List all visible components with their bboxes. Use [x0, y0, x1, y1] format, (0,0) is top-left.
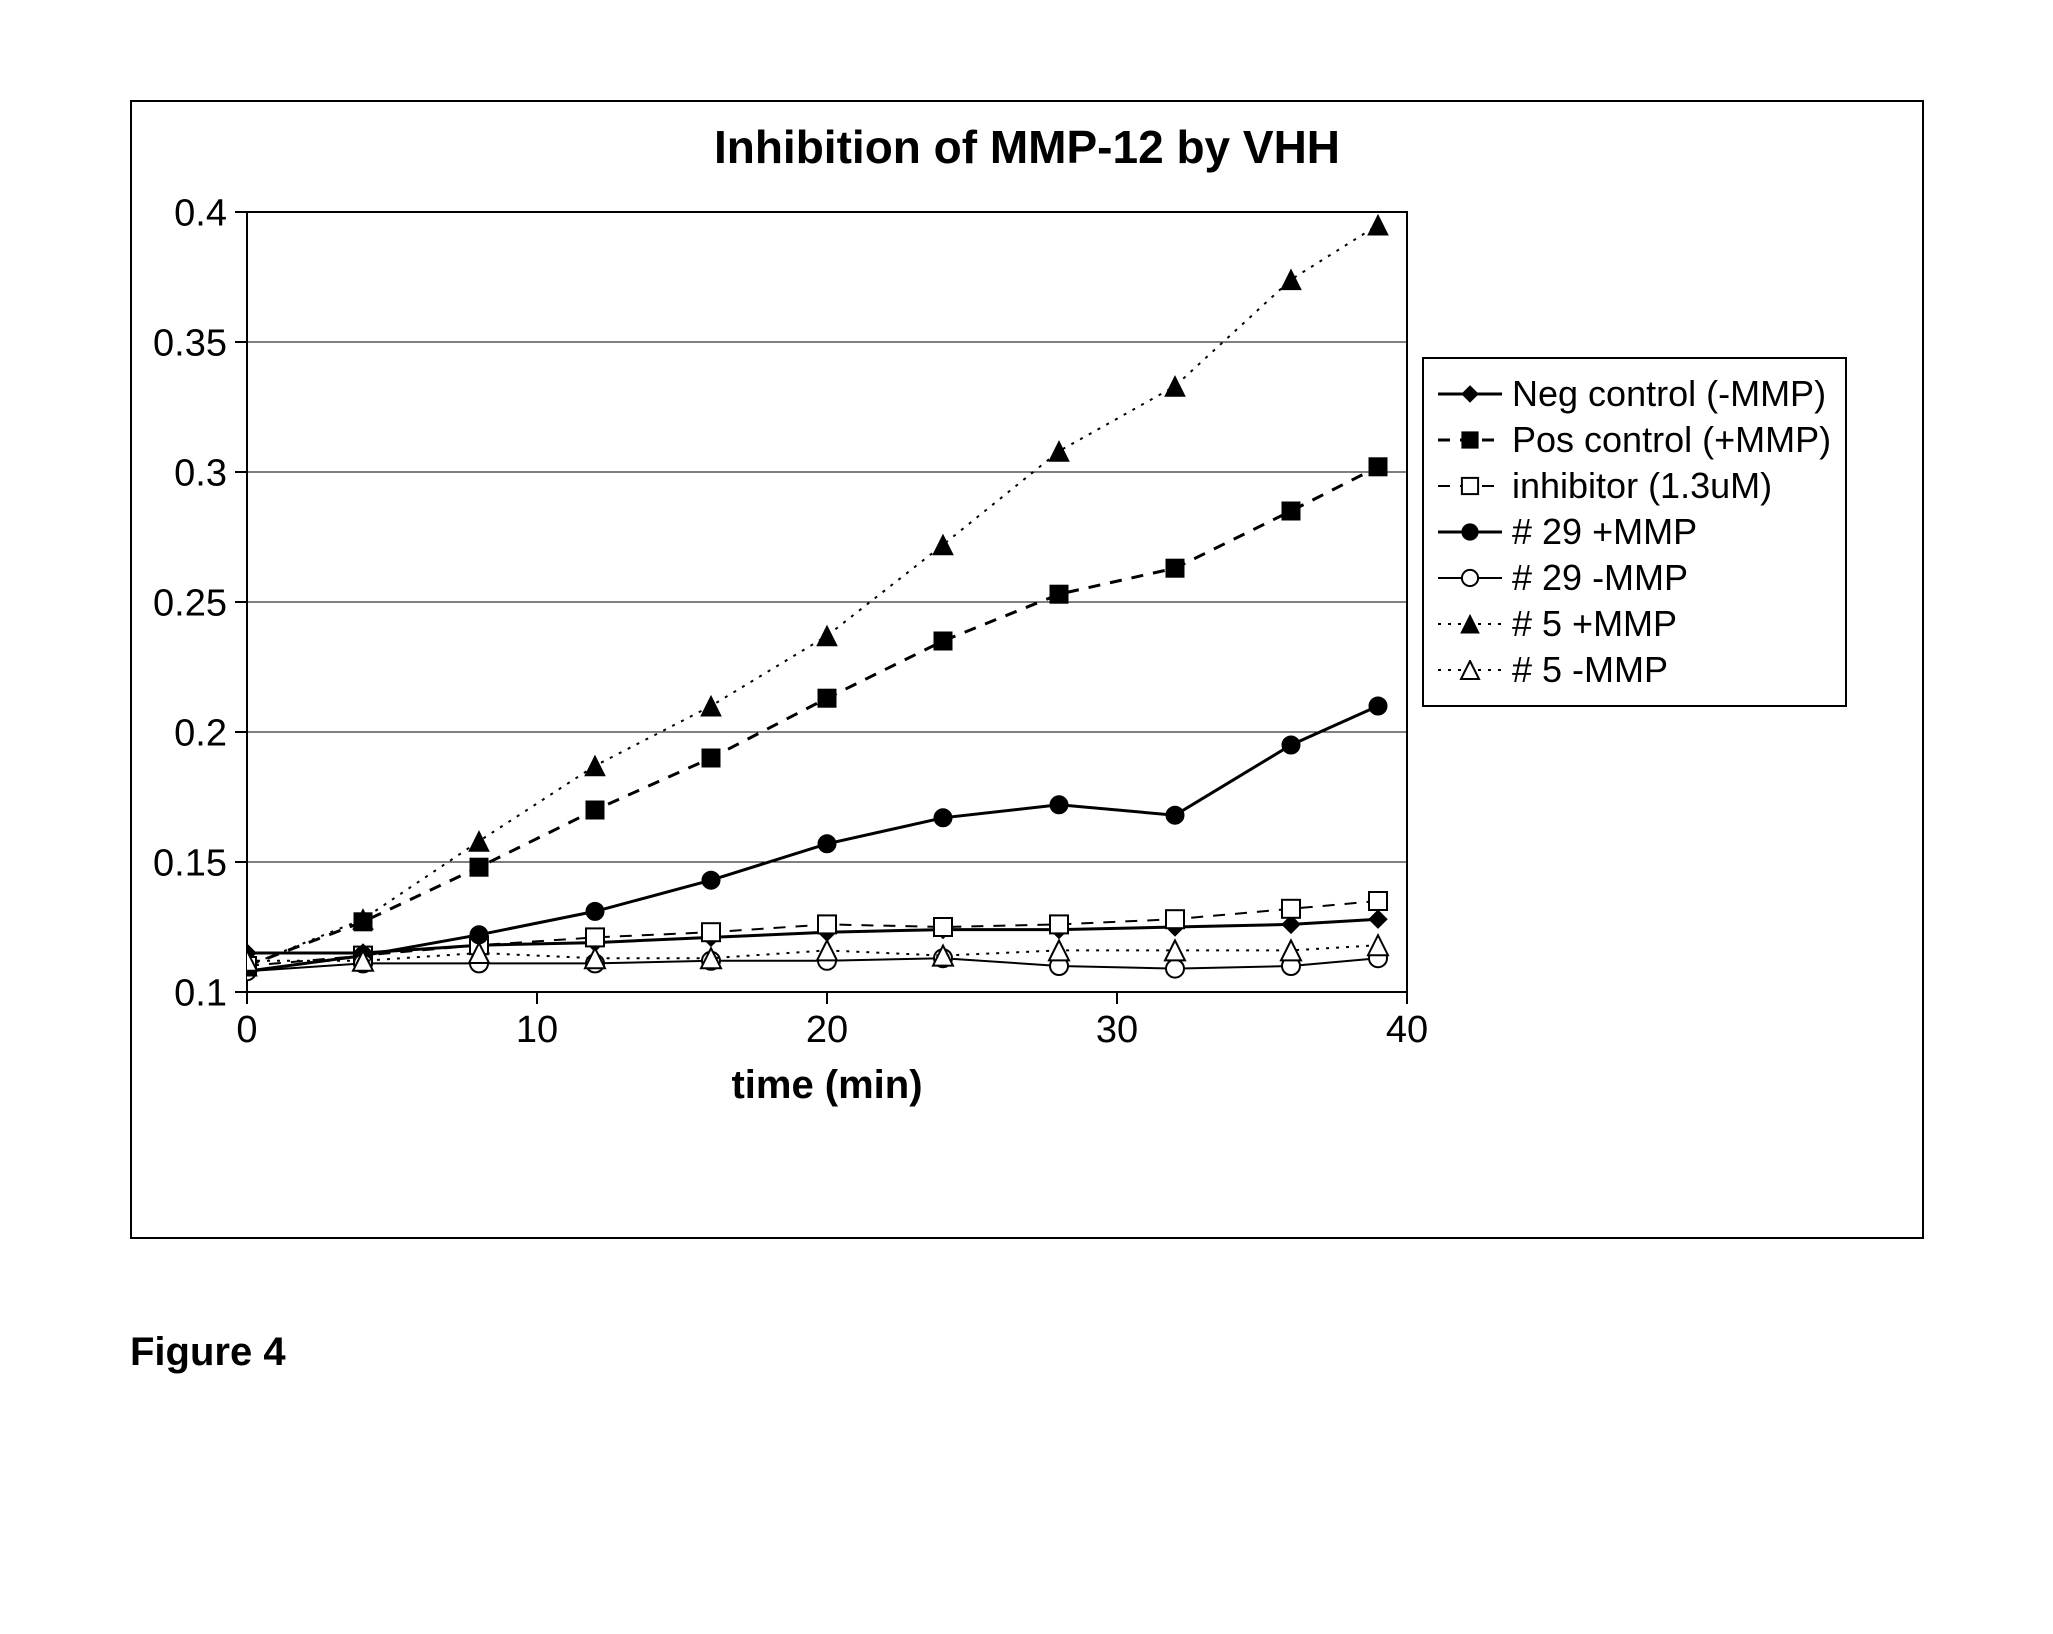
legend-sample	[1438, 568, 1502, 588]
legend-sample	[1438, 522, 1502, 542]
legend-label: # 29 +MMP	[1512, 511, 1697, 553]
legend-sample	[1438, 384, 1502, 404]
legend-label: inhibitor (1.3uM)	[1512, 465, 1772, 507]
legend-sample	[1438, 660, 1502, 680]
legend-item: Neg control (-MMP)	[1438, 373, 1831, 415]
series-3	[238, 697, 1387, 980]
svg-text:30: 30	[1096, 1009, 1138, 1051]
page: { "figure_caption": "Figure 4", "chart":…	[0, 0, 2053, 1634]
svg-text:20: 20	[806, 1009, 848, 1051]
legend-sample	[1438, 614, 1502, 634]
legend-item: # 5 -MMP	[1438, 649, 1831, 691]
legend-item: # 5 +MMP	[1438, 603, 1831, 645]
legend-sample	[1438, 476, 1502, 496]
legend-label: Neg control (-MMP)	[1512, 373, 1826, 415]
x-axis-label: time (min)	[731, 1063, 922, 1107]
series-0	[238, 910, 1387, 962]
legend-item: # 29 +MMP	[1438, 511, 1831, 553]
svg-text:0.25: 0.25	[153, 582, 227, 624]
svg-text:0.2: 0.2	[174, 712, 227, 754]
legend-label: # 29 -MMP	[1512, 557, 1688, 599]
figure-caption: Figure 4	[130, 1330, 286, 1375]
legend-label: # 5 -MMP	[1512, 649, 1668, 691]
svg-text:0.3: 0.3	[174, 452, 227, 494]
svg-text:0: 0	[236, 1009, 257, 1051]
svg-text:0.35: 0.35	[153, 322, 227, 364]
svg-text:0.1: 0.1	[174, 972, 227, 1014]
svg-text:40: 40	[1386, 1009, 1428, 1051]
svg-text:0.4: 0.4	[174, 192, 227, 234]
legend-item: inhibitor (1.3uM)	[1438, 465, 1831, 507]
legend-item: Pos control (+MMP)	[1438, 419, 1831, 461]
legend-label: # 5 +MMP	[1512, 603, 1677, 645]
legend: Neg control (-MMP)Pos control (+MMP)inhi…	[1422, 357, 1847, 707]
svg-text:0.15: 0.15	[153, 842, 227, 884]
series-1	[238, 458, 1387, 975]
legend-sample	[1438, 430, 1502, 450]
svg-text:10: 10	[516, 1009, 558, 1051]
legend-label: Pos control (+MMP)	[1512, 419, 1831, 461]
chart-panel: Inhibition of MMP-12 by VHH 0102030400.1…	[130, 100, 1924, 1239]
series-4	[238, 949, 1387, 980]
series-6	[237, 935, 1388, 971]
legend-item: # 29 -MMP	[1438, 557, 1831, 599]
